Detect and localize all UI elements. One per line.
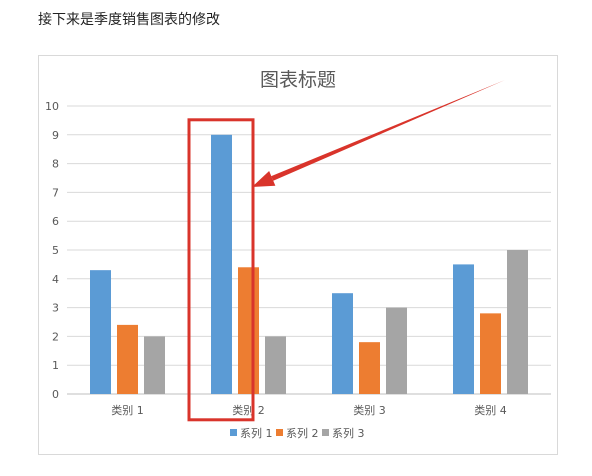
arrow-head — [252, 171, 276, 187]
legend-swatch — [276, 429, 283, 436]
highlight-rectangle — [187, 118, 255, 422]
bar-2-3 — [359, 342, 380, 394]
bar-1-4 — [453, 264, 474, 394]
bar-3-2 — [265, 336, 286, 394]
chart-title[interactable]: 图表标题 — [259, 69, 336, 91]
x-tick-label: 类别 2 — [232, 403, 265, 417]
bar-3-3 — [386, 307, 407, 394]
legend-swatch — [322, 429, 329, 436]
page-caption: 接下来是季度销售图表的修改 — [38, 12, 220, 28]
y-tick-label: 7 — [52, 186, 59, 199]
bar-3-1 — [144, 336, 165, 394]
y-tick-label: 0 — [52, 388, 59, 401]
legend-swatch — [230, 429, 237, 436]
bar-1-3 — [332, 293, 353, 394]
x-tick-label: 类别 3 — [353, 403, 386, 417]
bar-2-1 — [117, 324, 138, 394]
y-tick-label: 8 — [52, 158, 59, 171]
legend-label: 系列 1 — [240, 426, 273, 440]
y-tick-label: 10 — [45, 100, 59, 113]
x-tick-label: 类别 1 — [111, 403, 144, 417]
legend-label: 系列 3 — [332, 426, 365, 440]
x-tick-label: 类别 4 — [474, 403, 507, 417]
y-tick-label: 5 — [52, 244, 59, 257]
chart-container[interactable]: 图表标题 0 1 2 3 4 5 6 7 8 9 10 类别 1 类别 2 类别 3 类别 4 系列 1 系列 … — [38, 55, 558, 455]
chart-plot-area: 0 1 2 3 4 5 6 7 8 9 10 类别 1 类别 2 类别 3 类别 4 系列 1 系列 2 系列 3 — [45, 100, 551, 440]
y-tick-label: 1 — [52, 359, 59, 372]
y-tick-label: 4 — [52, 273, 59, 286]
legend-label: 系列 2 — [286, 426, 319, 440]
y-tick-label: 6 — [52, 215, 59, 228]
bar-3-4 — [507, 250, 528, 394]
arrow-shaft — [271, 80, 505, 181]
y-tick-label: 3 — [52, 302, 59, 315]
bar-1-2 — [211, 134, 232, 395]
y-tick-label: 2 — [52, 330, 59, 343]
y-tick-label: 9 — [52, 129, 59, 142]
bar-1-1 — [90, 270, 111, 394]
bar-2-4 — [480, 313, 501, 394]
